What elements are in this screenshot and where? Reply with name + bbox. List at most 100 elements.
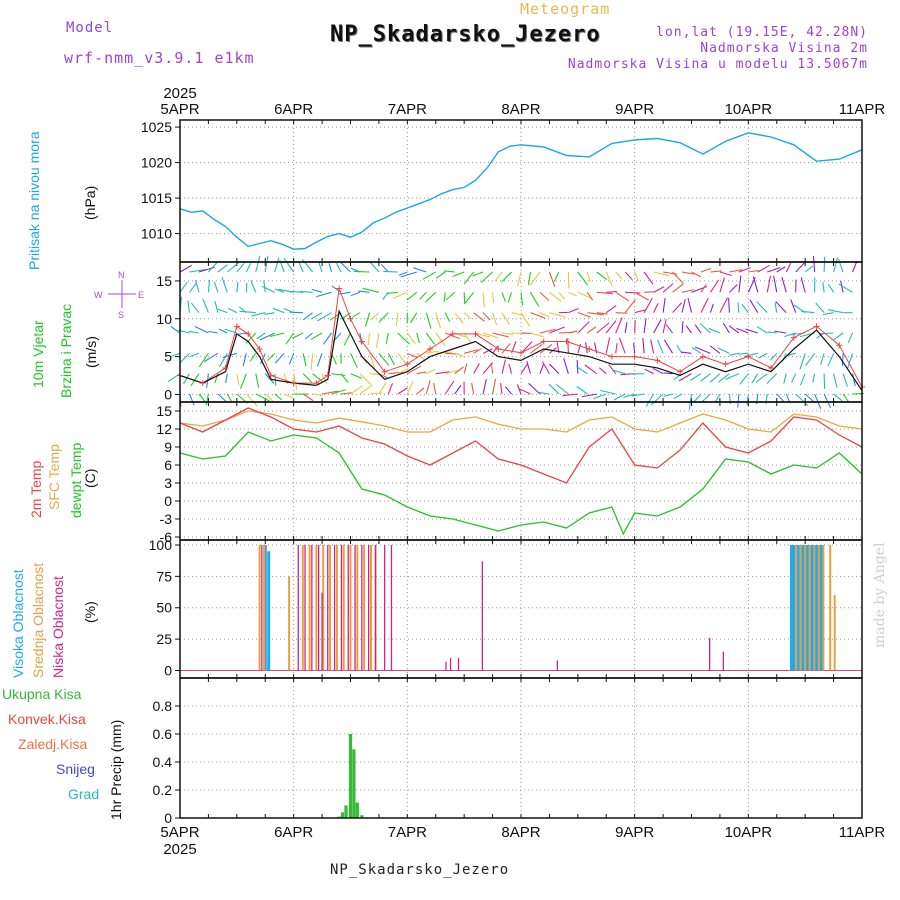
wind-arrow: [699, 323, 711, 334]
wind-arrow: [739, 373, 749, 385]
x-tick-label-top: 10APR: [725, 101, 773, 118]
wind-arrow: [392, 291, 408, 299]
wind-arrow: [316, 353, 323, 367]
wind-arrow: [378, 352, 390, 366]
wind-arrow: [283, 393, 295, 399]
wind-arrow: [605, 320, 617, 334]
cloud-bar: [297, 545, 299, 671]
wind-arrow: [397, 387, 408, 395]
wind-arrow: [549, 363, 560, 375]
wind-arrow: [264, 312, 275, 315]
pressure-ytick-label: 1020: [141, 155, 172, 171]
wind-arrow: [501, 343, 511, 354]
precip-bar: [340, 812, 345, 818]
wind-arrow: [473, 312, 486, 322]
cloud-bar: [322, 545, 325, 671]
cloud-bar: [801, 545, 805, 671]
wind-arrow: [827, 283, 835, 293]
cloud-bar: [370, 545, 372, 671]
wind-arrow: [663, 339, 674, 354]
wind-arrow: [644, 368, 654, 375]
wind-arrow: [304, 332, 313, 340]
precip-frame: [179, 677, 863, 819]
wind-arrow: [577, 312, 591, 318]
wind-arrow: [538, 391, 550, 395]
model-label: Model: [66, 20, 114, 36]
wind-arrow: [490, 363, 494, 374]
legend-ukupna-kisa: Ukupna Kisa: [2, 686, 82, 702]
cloud-bar: [384, 545, 386, 671]
wind-arrow: [799, 373, 806, 386]
wind-arrow: [624, 299, 636, 314]
wind-arrow: [548, 383, 560, 395]
wind-arrow: [507, 292, 513, 303]
cloud-bar: [445, 661, 447, 671]
wind-arrow: [217, 393, 227, 402]
wind-arrow: [501, 292, 506, 302]
wind-arrow: [757, 352, 768, 359]
wind-arrow: [310, 312, 323, 320]
cloud-bar: [810, 545, 814, 671]
wind-gust-marker: [336, 285, 343, 292]
wind-arrow: [606, 290, 617, 293]
wind-arrow: [756, 301, 768, 314]
wind-arrow: [255, 393, 270, 402]
wind-arrow: [586, 292, 594, 301]
wind-arrow: [444, 270, 455, 273]
wind-arrow: [245, 263, 252, 273]
wind-arrow: [350, 291, 361, 297]
wind-arrow: [584, 364, 598, 375]
cloud-bar: [805, 545, 809, 671]
wind-arrow: [298, 262, 304, 273]
wind-arrow: [416, 387, 425, 395]
wind-arrow: [331, 373, 346, 376]
cloud-bar: [258, 545, 261, 671]
wind-arrow: [312, 393, 323, 397]
wind-ytick-label: 15: [156, 273, 172, 289]
wind-arrow: [558, 291, 566, 300]
precip-ytick-label: 0.8: [153, 698, 173, 714]
wind-arrow: [189, 281, 198, 293]
wind-arrow: [842, 373, 849, 387]
wind-arrow: [255, 255, 261, 273]
wind-arrow: [656, 339, 664, 354]
x-tick-label-bottom: 6APR: [274, 824, 313, 841]
wind-arrow: [354, 270, 370, 273]
wind-arrow: [331, 389, 346, 395]
temperature-ytick-label: 0: [164, 493, 172, 509]
wind-gust-marker: [836, 342, 843, 349]
wind-gust-marker: [495, 346, 502, 353]
wind-gust-marker: [790, 334, 797, 341]
wind-arrow: [378, 381, 387, 395]
wind-arrow: [419, 291, 427, 300]
x-tick-label-top: 5APR: [160, 101, 199, 118]
wind-arrow: [833, 257, 839, 273]
wind-arrow: [274, 257, 280, 273]
wind-arrow: [725, 373, 740, 380]
wind-arrow: [473, 363, 480, 374]
wind-arrow: [744, 352, 758, 357]
wind-arrow: [385, 332, 389, 344]
year-label-top: 2025: [163, 85, 196, 102]
wind-arrow: [454, 366, 464, 375]
wind-arrow: [511, 312, 524, 316]
wind-arrow: [264, 256, 269, 273]
wind-arrow: [267, 352, 276, 362]
wind-arrow: [407, 352, 419, 359]
wind-arrow: [269, 332, 285, 338]
meteogram-subtitle: Meteogram: [520, 0, 611, 18]
x-tick-label-bottom: 10APR: [725, 824, 773, 841]
wind-arrow: [773, 275, 778, 293]
wind-arrow: [194, 325, 209, 334]
wind-arrow: [492, 378, 497, 395]
wind-arrow: [823, 393, 832, 408]
cloud-bar: [318, 545, 320, 671]
cloud-bar: [390, 545, 393, 671]
wind-arrow: [783, 373, 787, 384]
wind-arrow: [274, 352, 285, 364]
wind-arrow: [673, 393, 683, 400]
wind-arrow: [217, 264, 228, 273]
wind-gust-marker: [813, 323, 820, 330]
wind-arrow: [445, 291, 456, 301]
cloud-bar: [829, 545, 832, 671]
